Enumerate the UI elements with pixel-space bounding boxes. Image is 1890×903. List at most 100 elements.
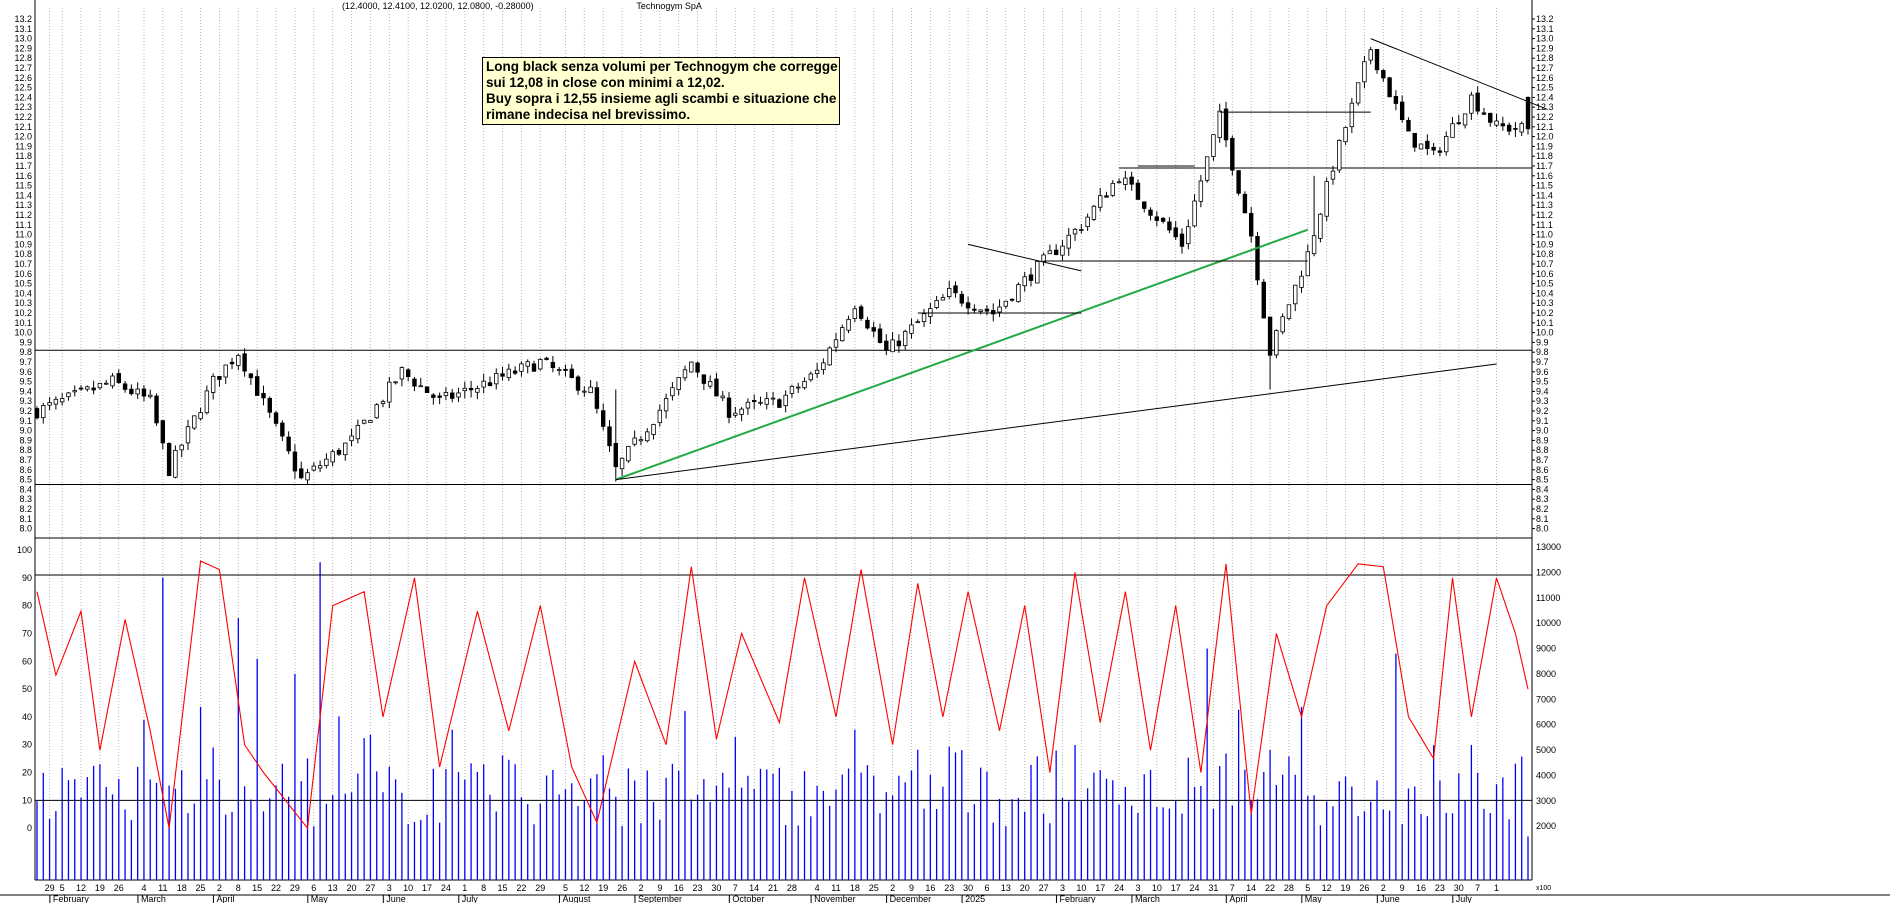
candle-body — [1154, 216, 1160, 221]
candle-body — [1519, 123, 1524, 133]
candle-body — [676, 377, 681, 391]
candle-body — [1230, 137, 1235, 171]
oscillator-tick-label: 0 — [27, 823, 32, 833]
date-tick-label: 19 — [1341, 883, 1351, 893]
candle-body — [1311, 235, 1317, 255]
candle-body — [1406, 119, 1411, 132]
candle-body — [179, 444, 184, 451]
price-tick-label-right: 11.6 — [1536, 171, 1553, 181]
price-tick-label-left: 9.9 — [19, 337, 32, 347]
volume-tick-label: 12000 — [1536, 567, 1561, 577]
price-tick-label-right: 13.1 — [1536, 24, 1554, 34]
price-tick-label-left: 8.8 — [19, 445, 32, 455]
volume-tick-label: 4000 — [1536, 770, 1556, 780]
candle-body — [556, 369, 562, 371]
price-tick-label-left: 13.2 — [14, 14, 32, 24]
price-tick-label-right: 10.5 — [1536, 279, 1554, 289]
candle-body — [437, 395, 442, 398]
price-tick-label-right: 9.8 — [1536, 347, 1549, 357]
candle-body — [1513, 128, 1518, 130]
oscillator-line — [36, 560, 1529, 830]
month-label: July — [462, 894, 479, 903]
date-tick-label: 6 — [984, 883, 989, 893]
candle-body — [670, 387, 675, 397]
price-tick-label-right: 9.1 — [1536, 416, 1549, 426]
candle-body — [959, 293, 964, 304]
price-tick-label-right: 9.2 — [1536, 406, 1549, 416]
date-tick-label: 20 — [1020, 883, 1030, 893]
annotation-box: Long black senza volumi per Technogym ch… — [482, 57, 840, 125]
candle-body — [777, 399, 782, 408]
candle-body — [34, 408, 40, 419]
price-tick-label-right: 9.5 — [1536, 377, 1549, 387]
month-label: September — [638, 894, 682, 903]
candle-body — [833, 339, 839, 348]
oscillator-tick-label: 30 — [22, 740, 32, 750]
candle-body — [431, 394, 436, 398]
volume-tick-label: 8000 — [1536, 669, 1556, 679]
price-tick-label-right: 11.1 — [1536, 220, 1553, 230]
price-tick-label-right: 10.0 — [1536, 328, 1554, 338]
date-tick-label: 10 — [1076, 883, 1086, 893]
price-tick-label-left: 12.2 — [14, 112, 32, 122]
date-tick-label: 29 — [290, 883, 300, 893]
candle-body — [374, 404, 379, 419]
candle-body — [865, 319, 870, 329]
price-tick-label-left: 10.8 — [14, 249, 32, 259]
candle-body — [286, 436, 291, 452]
candle-body — [380, 401, 386, 405]
price-tick-label-left: 12.8 — [14, 53, 32, 63]
price-tick-label-left: 11.3 — [15, 200, 32, 210]
date-tick-label: 24 — [1114, 883, 1124, 893]
candle-body — [1186, 226, 1191, 245]
candle-body — [619, 457, 625, 470]
candle-body — [59, 398, 65, 403]
candle-body — [1488, 112, 1493, 123]
price-tick-label-right: 8.4 — [1536, 484, 1549, 494]
candle-body — [796, 386, 801, 389]
date-tick-label: 17 — [1171, 883, 1181, 893]
candle-body — [657, 409, 663, 424]
candle-body — [588, 386, 593, 394]
candle-body — [405, 369, 411, 377]
candle-body — [575, 376, 581, 391]
month-label: October — [732, 894, 764, 903]
candle-body — [1462, 113, 1468, 126]
volume-unit-label: x100 — [1536, 885, 1551, 892]
candle-body — [1299, 275, 1304, 288]
candle-body — [1355, 82, 1361, 104]
date-tick-label: 12 — [76, 883, 86, 893]
candle-body — [424, 386, 430, 393]
candle-body — [821, 362, 826, 371]
candle-body — [758, 401, 763, 404]
candle-body — [689, 361, 694, 373]
price-tick-label-left: 9.7 — [19, 357, 32, 367]
candle-body — [1098, 195, 1103, 208]
price-tick-label-right: 11.3 — [1536, 200, 1553, 210]
price-tick-label-right: 9.9 — [1536, 337, 1549, 347]
date-tick-label: 22 — [271, 883, 281, 893]
price-tick-label-left: 13.0 — [14, 34, 32, 44]
candle-body — [1362, 61, 1367, 83]
candle-body — [701, 374, 707, 384]
price-tick-label-left: 9.0 — [19, 426, 32, 436]
candle-body — [1343, 127, 1348, 143]
date-tick-label: 26 — [114, 883, 124, 893]
candle-body — [1437, 150, 1443, 153]
month-label: December — [890, 894, 932, 903]
price-tick-label-left: 9.1 — [19, 416, 32, 426]
annotation-line-4: rimane indecisa nel brevissimo. — [486, 107, 691, 122]
volume-tick-label: 5000 — [1536, 745, 1556, 755]
date-tick-label: 30 — [711, 883, 721, 893]
price-tick-label-left: 8.5 — [19, 475, 32, 485]
candle-body — [1079, 229, 1084, 231]
oscillator-panel — [35, 560, 1532, 830]
price-tick-label-left: 8.1 — [19, 514, 32, 524]
candle-body — [714, 378, 719, 397]
candle-body — [1223, 108, 1229, 141]
price-tick-label-right: 10.7 — [1536, 259, 1554, 269]
candle-body — [890, 339, 895, 353]
candle-body — [1142, 201, 1147, 209]
oscillator-tick-label: 10 — [22, 795, 32, 805]
